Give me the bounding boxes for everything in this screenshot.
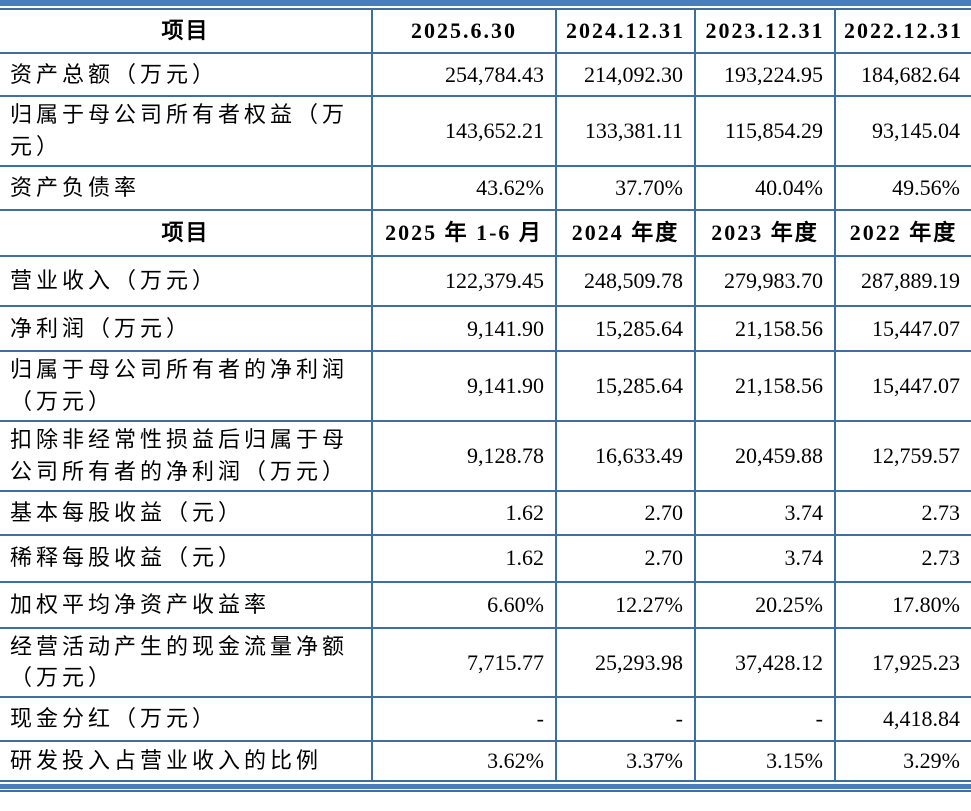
table-header-row-balance: 项目 2025.6.30 2024.12.31 2023.12.31 2022.…	[0, 8, 971, 54]
cell-value: 12,759.57	[834, 419, 971, 492]
cell-value: 20.25%	[694, 580, 836, 629]
cell-value: 21,158.56	[694, 305, 836, 352]
cell-value: 9,128.78	[371, 419, 557, 492]
bottom-accent-bar	[0, 784, 971, 790]
table-row-weighted-roe: 加权平均净资产收益率 6.60% 12.27% 20.25% 17.80%	[0, 580, 971, 629]
cell-value: 9,141.90	[371, 305, 557, 352]
cell-value: 49.56%	[834, 165, 971, 211]
cell-value: 1.62	[371, 533, 557, 583]
header-date-2025: 2025.6.30	[371, 8, 557, 54]
cell-value: 279,983.70	[694, 255, 836, 307]
header-period-2025: 2025 年 1-6 月	[371, 209, 557, 257]
cell-value: 20,459.88	[694, 419, 836, 492]
row-label: 基本每股收益（元）	[0, 489, 373, 536]
cell-value: 248,509.78	[555, 255, 696, 307]
cell-value: 115,854.29	[694, 95, 836, 167]
cell-value: 254,784.43	[371, 52, 557, 97]
table-row-deducted-net-profit: 扣除非经常性损益后归属于母公司所有者的净利润（万元） 9,128.78 16,6…	[0, 419, 971, 492]
cell-value: 15,285.64	[555, 305, 696, 352]
header-period-2024: 2024 年度	[555, 209, 696, 257]
top-gap	[0, 6, 971, 8]
cell-value: 6.60%	[371, 580, 557, 629]
cell-value: 17,925.23	[834, 626, 971, 699]
row-label: 研发投入占营业收入的比例	[0, 740, 373, 783]
cell-value: 184,682.64	[834, 52, 971, 97]
cell-value: 37,428.12	[694, 626, 836, 699]
cell-value: 7,715.77	[371, 626, 557, 699]
bottom-accent-line	[0, 790, 971, 793]
row-label: 净利润（万元）	[0, 305, 373, 352]
top-accent-bar	[0, 0, 971, 6]
cell-value: 16,633.49	[555, 419, 696, 492]
row-label: 扣除非经常性损益后归属于母公司所有者的净利润（万元）	[0, 419, 373, 492]
header-item-label: 项目	[0, 209, 373, 257]
row-label: 归属于母公司所有者权益（万元）	[0, 95, 373, 167]
cell-value: 15,447.07	[834, 305, 971, 352]
row-label: 稀释每股收益（元）	[0, 533, 373, 583]
header-period-2023: 2023 年度	[694, 209, 836, 257]
header-period-2022: 2022 年度	[834, 209, 971, 257]
cell-value: 37.70%	[555, 165, 696, 211]
cell-value: 15,447.07	[834, 350, 971, 422]
cell-value: 3.15%	[694, 740, 836, 783]
cell-value: 122,379.45	[371, 255, 557, 307]
cell-value: 143,652.21	[371, 95, 557, 167]
row-label: 现金分红（万元）	[0, 696, 373, 743]
cell-value: 43.62%	[371, 165, 557, 211]
row-label: 营业收入（万元）	[0, 255, 373, 307]
cell-value: -	[555, 696, 696, 743]
row-label: 经营活动产生的现金流量净额（万元）	[0, 626, 373, 699]
cell-value: 193,224.95	[694, 52, 836, 97]
cell-value: 40.04%	[694, 165, 836, 211]
cell-value: -	[694, 696, 836, 743]
cell-value: 17.80%	[834, 580, 971, 629]
cell-value: 2.73	[834, 533, 971, 583]
table-row-cash-dividend: 现金分红（万元） - - - 4,418.84	[0, 696, 971, 743]
row-label: 资产负债率	[0, 165, 373, 211]
table-row-diluted-eps: 稀释每股收益（元） 1.62 2.70 3.74 2.73	[0, 533, 971, 583]
header-date-2023: 2023.12.31	[694, 8, 836, 54]
table-row-parent-equity: 归属于母公司所有者权益（万元） 143,652.21 133,381.11 11…	[0, 95, 971, 167]
cell-value: 25,293.98	[555, 626, 696, 699]
table-row-rd-ratio: 研发投入占营业收入的比例 3.62% 3.37% 3.15% 3.29%	[0, 740, 971, 783]
cell-value: 3.29%	[834, 740, 971, 783]
financial-summary-table: 项目 2025.6.30 2024.12.31 2023.12.31 2022.…	[0, 8, 971, 783]
table-row-total-assets: 资产总额（万元） 254,784.43 214,092.30 193,224.9…	[0, 52, 971, 97]
table-row-debt-ratio: 资产负债率 43.62% 37.70% 40.04% 49.56%	[0, 165, 971, 211]
cell-value: 3.74	[694, 489, 836, 536]
cell-value: 12.27%	[555, 580, 696, 629]
cell-value: 2.73	[834, 489, 971, 536]
bottom-gap-1	[0, 782, 971, 785]
cell-value: 2.70	[555, 533, 696, 583]
row-label: 加权平均净资产收益率	[0, 580, 373, 629]
table-row-net-profit: 净利润（万元） 9,141.90 15,285.64 21,158.56 15,…	[0, 305, 971, 352]
table-header-row-periods: 项目 2025 年 1-6 月 2024 年度 2023 年度 2022 年度	[0, 209, 971, 257]
header-item-label: 项目	[0, 8, 373, 54]
cell-value: 1.62	[371, 489, 557, 536]
table-row-operating-cash-flow: 经营活动产生的现金流量净额（万元） 7,715.77 25,293.98 37,…	[0, 626, 971, 699]
row-label: 归属于母公司所有者的净利润（万元）	[0, 350, 373, 422]
table-row-basic-eps: 基本每股收益（元） 1.62 2.70 3.74 2.73	[0, 489, 971, 536]
header-date-2022: 2022.12.31	[834, 8, 971, 54]
header-date-2024: 2024.12.31	[555, 8, 696, 54]
table-row-parent-net-profit: 归属于母公司所有者的净利润（万元） 9,141.90 15,285.64 21,…	[0, 350, 971, 422]
cell-value: 133,381.11	[555, 95, 696, 167]
table-row-revenue: 营业收入（万元） 122,379.45 248,509.78 279,983.7…	[0, 255, 971, 307]
cell-value: 21,158.56	[694, 350, 836, 422]
cell-value: -	[371, 696, 557, 743]
cell-value: 287,889.19	[834, 255, 971, 307]
cell-value: 3.74	[694, 533, 836, 583]
cell-value: 9,141.90	[371, 350, 557, 422]
cell-value: 93,145.04	[834, 95, 971, 167]
cell-value: 3.37%	[555, 740, 696, 783]
cell-value: 3.62%	[371, 740, 557, 783]
cell-value: 2.70	[555, 489, 696, 536]
row-label: 资产总额（万元）	[0, 52, 373, 97]
cell-value: 4,418.84	[834, 696, 971, 743]
cell-value: 214,092.30	[555, 52, 696, 97]
bottom-gap-2	[0, 789, 971, 791]
cell-value: 15,285.64	[555, 350, 696, 422]
